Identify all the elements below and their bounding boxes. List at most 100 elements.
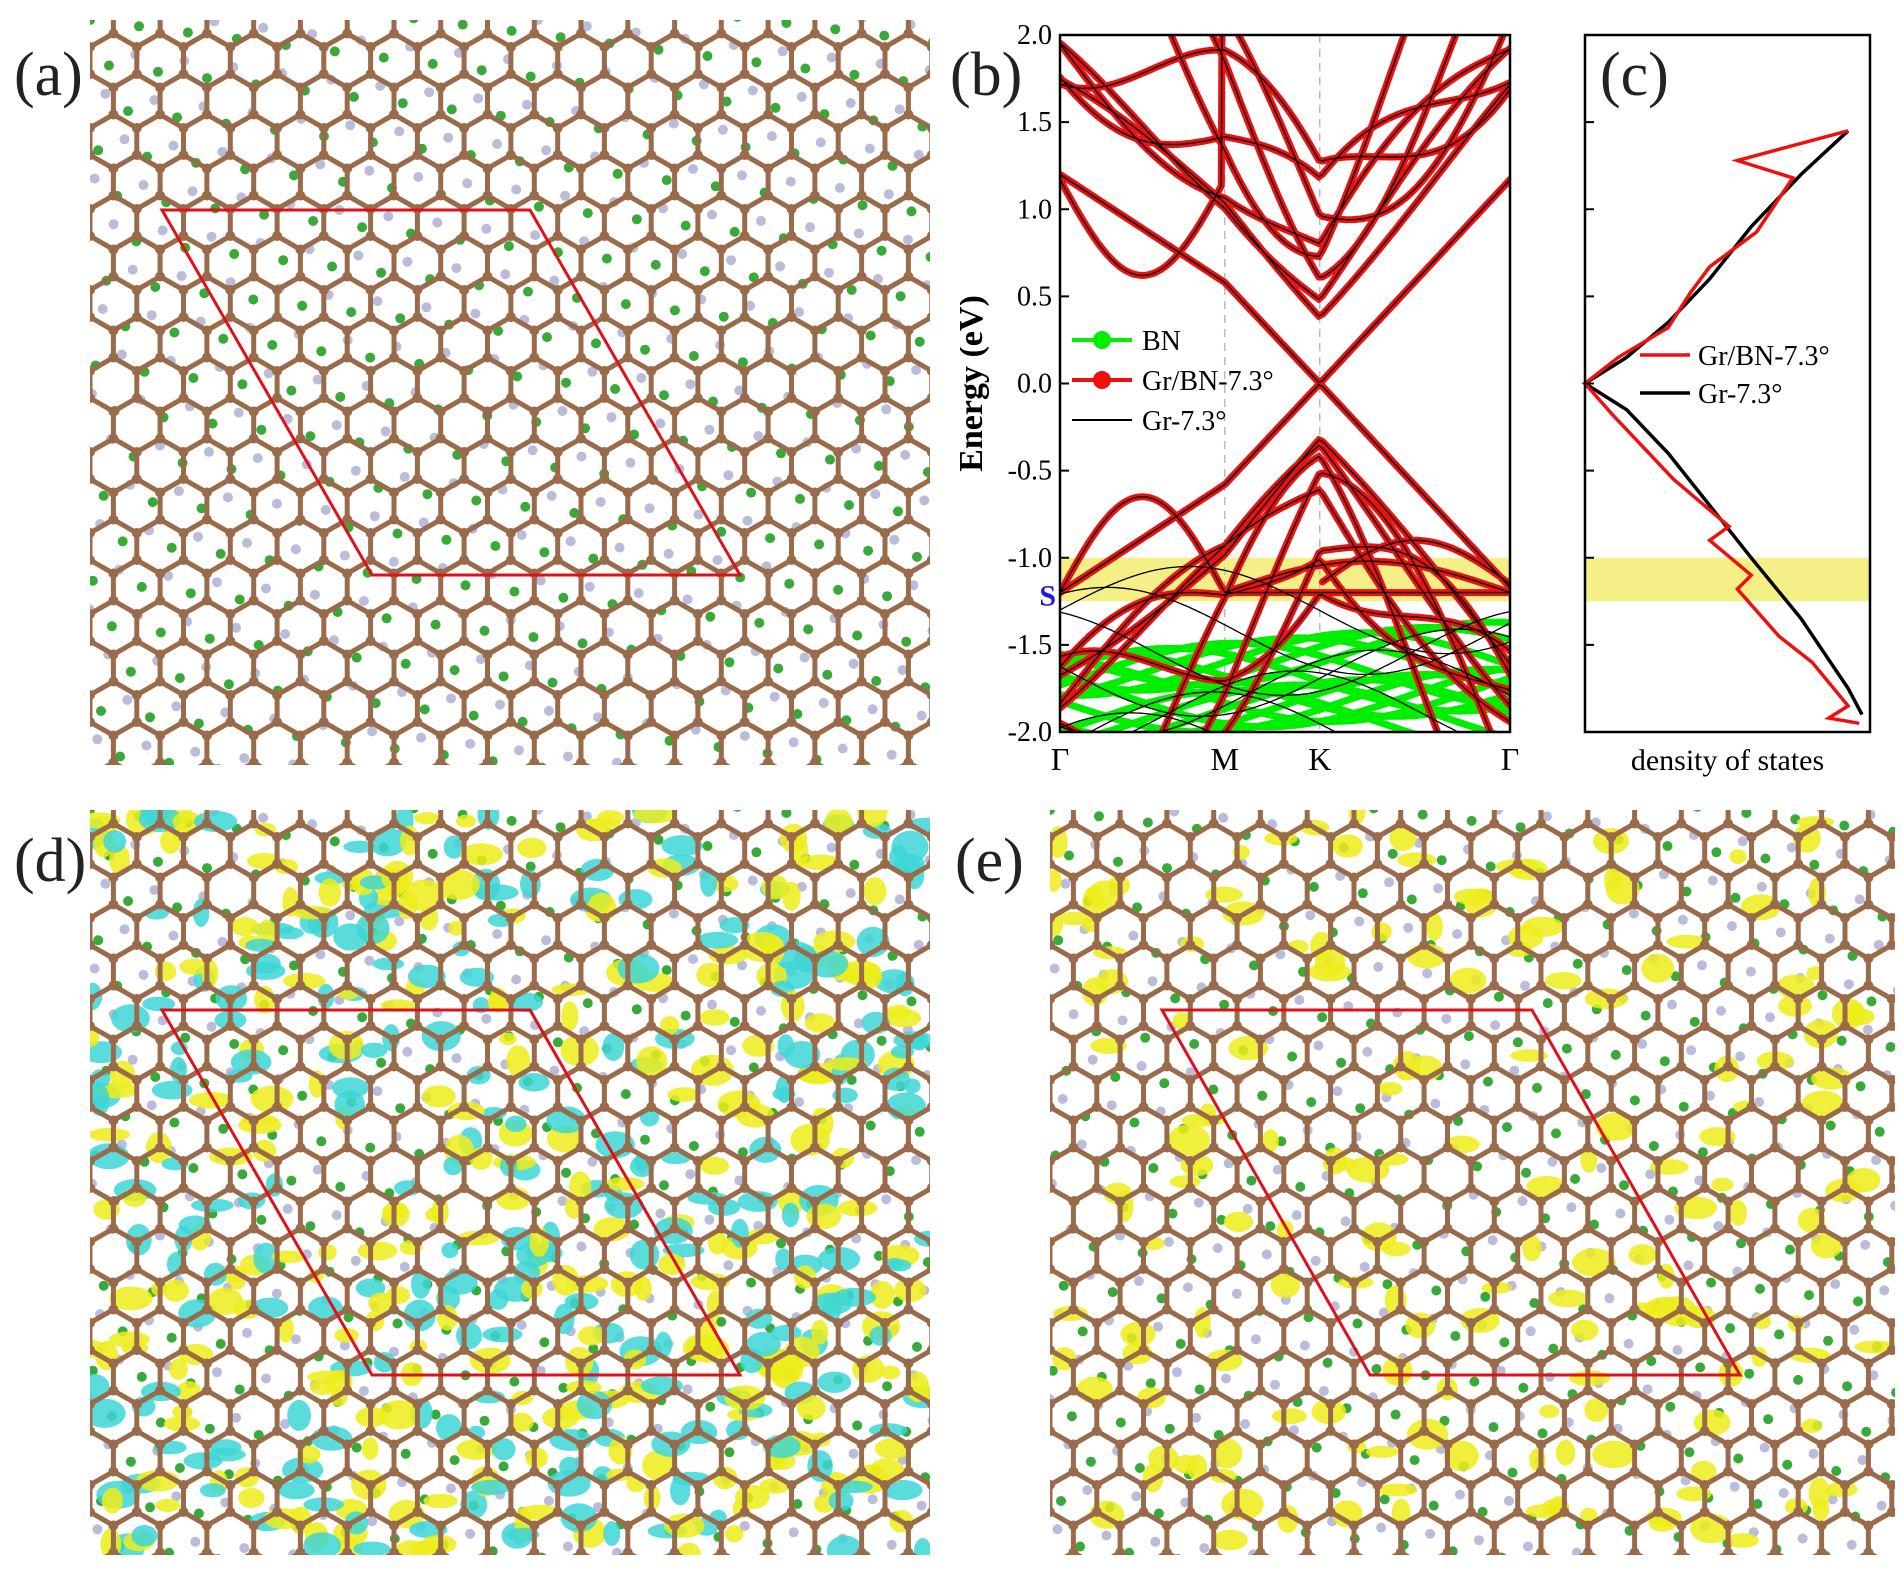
carbon-atom: [1746, 1345, 1757, 1355]
carbon-atom: [1559, 1183, 1570, 1193]
carbon-atom: [926, 69, 930, 79]
carbon-atom: [365, 393, 376, 403]
carbon-atom: [248, 649, 259, 660]
nitrogen-atom: [712, 555, 723, 566]
nitrogen-atom: [1824, 933, 1835, 944]
charge-isosurface: [1545, 972, 1582, 990]
carbon-atom: [1676, 1196, 1687, 1207]
carbon-atom: [739, 994, 750, 1004]
charge-isosurface: [597, 810, 624, 825]
nitrogen-atom: [851, 1233, 862, 1244]
y-tick-label: 0.0: [1017, 369, 1052, 400]
carbon-atom: [739, 366, 750, 376]
carbon-atom: [90, 940, 95, 950]
boron-atom: [620, 1089, 631, 1100]
boron-atom: [1156, 1293, 1167, 1304]
boron-atom: [427, 58, 438, 69]
boron-atom: [528, 632, 539, 643]
carbon-atom: [1161, 872, 1172, 883]
carbon-atom: [295, 757, 306, 765]
carbon-atom: [833, 832, 844, 842]
carbon-atom: [1816, 1520, 1827, 1531]
carbon-atom: [248, 1358, 259, 1369]
carbon-atom: [1442, 1547, 1453, 1555]
carbon-atom: [903, 1223, 914, 1234]
carbon-atom: [1442, 1196, 1453, 1207]
charge-isosurface: [1572, 1248, 1616, 1277]
carbon-atom: [926, 636, 930, 646]
carbon-atom: [1582, 1142, 1593, 1153]
carbon-atom: [1302, 899, 1313, 910]
carbon-atom: [1816, 1466, 1827, 1477]
carbon-atom: [1489, 1277, 1500, 1288]
carbon-atom: [389, 757, 399, 765]
carbon-atom: [599, 690, 610, 700]
carbon-atom: [389, 82, 399, 93]
carbon-atom: [482, 1223, 493, 1234]
carbon-atom: [1442, 818, 1453, 829]
carbon-atom: [1769, 899, 1780, 910]
carbon-atom: [1559, 1237, 1570, 1247]
boron-atom: [193, 718, 204, 729]
carbon-atom: [248, 1385, 259, 1396]
carbon-atom: [1652, 1237, 1663, 1247]
nitrogen-atom: [794, 307, 805, 317]
carbon-atom: [1372, 913, 1383, 923]
boron-atom: [286, 385, 297, 396]
carbon-atom: [201, 899, 212, 910]
carbon-atom: [435, 676, 446, 687]
carbon-atom: [201, 1196, 212, 1207]
carbon-atom: [342, 1223, 353, 1234]
carbon-atom: [505, 312, 516, 322]
carbon-atom: [389, 1223, 399, 1234]
carbon-atom: [365, 994, 376, 1004]
carbon-atom: [669, 1142, 680, 1153]
carbon-atom: [108, 730, 119, 741]
charge-isosurface: [1729, 849, 1747, 864]
carbon-atom: [1746, 913, 1757, 923]
carbon-atom: [926, 1264, 930, 1274]
x-tick-label: Γ: [1051, 741, 1070, 777]
carbon-atom: [809, 163, 820, 174]
charge-isosurface: [460, 843, 503, 866]
carbon-atom: [692, 717, 703, 727]
boron-atom: [893, 506, 903, 517]
carbon-atom: [201, 352, 212, 363]
carbon-atom: [1699, 1399, 1710, 1409]
nitrogen-atom: [451, 1053, 462, 1064]
carbon-atom: [786, 1264, 797, 1274]
carbon-atom: [1138, 1102, 1149, 1112]
gr-band-line: [1060, 42, 1510, 300]
charge-isosurface: [456, 1322, 482, 1350]
carbon-atom: [552, 609, 563, 619]
boron-atom: [1502, 1122, 1512, 1133]
boron-atom: [419, 704, 430, 715]
carbon-atom: [1582, 980, 1593, 991]
boron-atom: [1175, 1338, 1186, 1349]
boron-atom: [1619, 1180, 1629, 1191]
carbon-atom: [739, 1102, 750, 1112]
carbon-atom: [926, 42, 930, 52]
nitrogen-atom: [682, 1384, 693, 1395]
carbon-atom: [318, 285, 329, 295]
carbon-atom: [295, 406, 306, 417]
carbon-atom: [1582, 899, 1593, 910]
carbon-atom: [1652, 1399, 1663, 1409]
carbon-atom: [1793, 1264, 1804, 1274]
carbon-atom: [225, 528, 236, 538]
carbon-atom: [1325, 1156, 1336, 1166]
carbon-atom: [1185, 1480, 1196, 1490]
boron-atom: [169, 1117, 180, 1128]
carbon-atom: [1138, 859, 1149, 869]
carbon-atom: [786, 231, 797, 241]
boron-atom: [202, 863, 212, 874]
nitrogen-atom: [522, 99, 532, 110]
charge-isosurface: [602, 1033, 625, 1061]
carbon-atom: [1746, 1426, 1757, 1436]
boron-atom: [1512, 1037, 1523, 1048]
carbon-atom: [1886, 1507, 1895, 1517]
nitrogen-atom: [1291, 1210, 1302, 1221]
carbon-atom: [739, 1264, 750, 1274]
carbon-atom: [435, 1277, 446, 1288]
carbon-atom: [1840, 1102, 1850, 1112]
